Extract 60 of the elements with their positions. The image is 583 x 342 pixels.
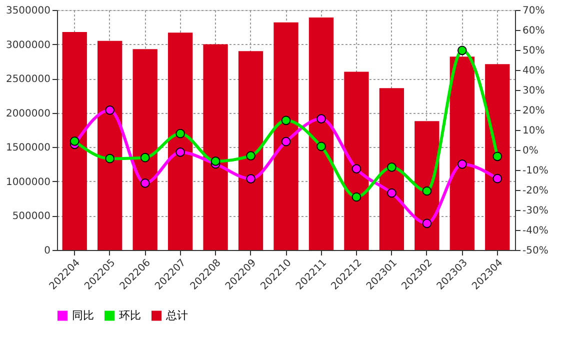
point — [352, 192, 362, 202]
point — [281, 136, 291, 146]
bar — [450, 56, 474, 250]
point — [70, 136, 80, 146]
y2-tick-label: 30% — [522, 86, 545, 96]
point — [316, 142, 326, 152]
point — [176, 148, 185, 157]
bar — [238, 51, 264, 250]
point — [387, 162, 396, 172]
point — [140, 152, 150, 162]
point — [422, 218, 432, 228]
y2-tick-label: 60% — [522, 26, 545, 36]
point — [105, 106, 115, 115]
y2-tick-label: 20% — [522, 106, 545, 116]
y2-tick-label: 40% — [522, 66, 545, 76]
point — [246, 174, 256, 184]
point — [210, 156, 220, 166]
bar — [379, 88, 404, 250]
y2-tick-label: 0% — [522, 146, 538, 156]
y2-tick-label: -50% — [522, 246, 548, 256]
point — [422, 186, 432, 196]
bar — [344, 72, 369, 250]
point — [140, 178, 150, 188]
y-tick-label: 3000000 — [6, 40, 50, 51]
point — [352, 164, 362, 174]
legend-label: 同比 — [72, 308, 94, 322]
y-tick-label: 2500000 — [6, 74, 50, 86]
bar — [308, 18, 334, 250]
point — [387, 188, 396, 198]
y-tick-label: 1500000 — [6, 142, 50, 154]
point — [246, 151, 256, 160]
bar — [132, 49, 158, 250]
bar — [98, 40, 122, 250]
y2-tick-label: 70% — [522, 6, 545, 16]
y-tick-label: 500000 — [12, 211, 50, 222]
bar — [203, 44, 228, 250]
legend-label: 环比 — [119, 308, 141, 322]
point — [457, 46, 467, 56]
y2-tick-label: -10% — [522, 166, 548, 176]
legend-label: 总计 — [165, 308, 188, 322]
y2-tick-label: 50% — [522, 46, 545, 56]
point — [492, 152, 502, 162]
point — [457, 160, 467, 169]
y2-tick-label: -30% — [522, 206, 548, 216]
bar — [168, 32, 193, 250]
y-tick-label: 1000000 — [6, 176, 50, 188]
y2-tick-label: 10% — [522, 126, 545, 136]
y-tick-label: 2000000 — [6, 108, 50, 120]
y2-tick-label: -40% — [522, 226, 548, 236]
point — [492, 174, 502, 184]
y-tick-label: 3500000 — [6, 6, 50, 16]
point — [176, 128, 185, 138]
bar — [274, 22, 298, 250]
point — [105, 154, 115, 164]
bar — [485, 64, 510, 250]
point — [281, 116, 291, 126]
bar — [62, 32, 87, 250]
point — [316, 114, 326, 124]
y-tick-label: 0 — [44, 246, 50, 256]
y2-tick-label: -20% — [522, 186, 548, 196]
